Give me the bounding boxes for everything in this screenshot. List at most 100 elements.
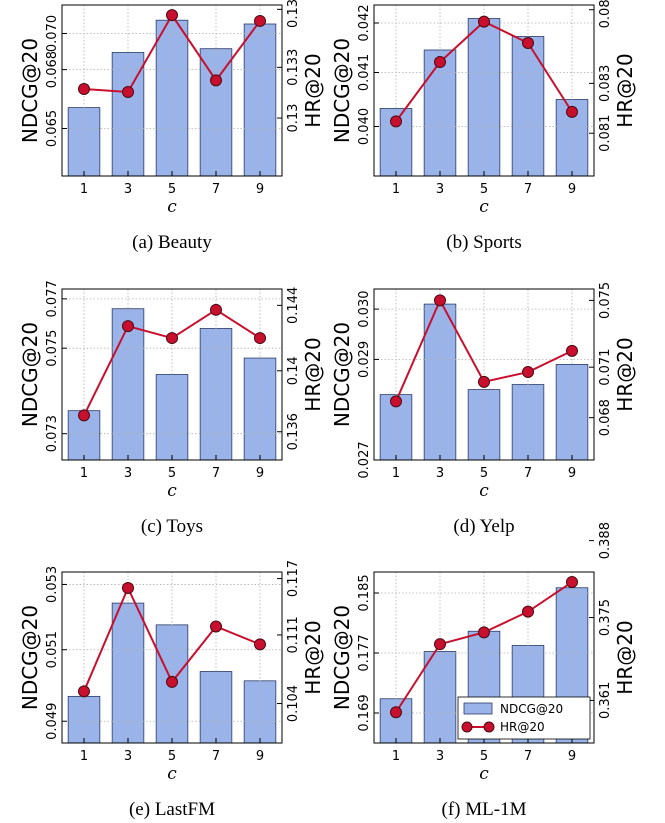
ylabel-right: HR@20 xyxy=(613,53,637,127)
subplot-6: 1 3 5 7 9 0.169 0.177 0.185 0.361 0.375 0.388 NDCG@… xyxy=(330,522,637,820)
xtick-label-5: 5 xyxy=(168,749,176,764)
hr-point-9 xyxy=(566,576,578,589)
ytick-left-label-0: 0.073 xyxy=(45,415,60,452)
hr-point-9 xyxy=(254,14,266,27)
xtick-label-1: 1 xyxy=(392,749,400,764)
ytick-right-label-2: 0.388 xyxy=(598,522,613,559)
ytick-right-label-1: 0.133 xyxy=(286,49,301,86)
xtick-label-3: 3 xyxy=(124,466,132,481)
ytick-right-label-1: 0.14 xyxy=(286,356,301,385)
xtick-label-3: 3 xyxy=(436,182,444,197)
xtick-label-5: 5 xyxy=(168,182,176,197)
ytick-left-label-1: 0.068 xyxy=(45,51,60,88)
ytick-left-label-0: 0.169 xyxy=(357,694,372,731)
ytick-left-label-2: 0.070 xyxy=(45,15,60,52)
ytick-left-label-0: 0.027 xyxy=(357,441,372,478)
legend-marker-hr-2 xyxy=(483,721,495,733)
ytick-left-label-1: 0.041 xyxy=(357,54,372,91)
bar-ndcg-3 xyxy=(111,602,145,744)
ylabel-right: HR@20 xyxy=(301,337,325,411)
legend-marker-hr-1 xyxy=(461,721,473,733)
ytick-left-label-2: 0.042 xyxy=(357,4,372,41)
hr-point-5 xyxy=(166,9,178,22)
legend: NDCG@20 HR@20 xyxy=(457,696,591,740)
ytick-left-label-2: 0.053 xyxy=(45,566,60,603)
ylabel-right: HR@20 xyxy=(613,620,637,694)
hr-point-3 xyxy=(122,581,134,594)
ytick-left-label-1: 0.029 xyxy=(357,341,372,378)
hr-point-5 xyxy=(478,375,490,388)
xtick-label-9: 9 xyxy=(568,182,576,197)
ytick-left-label-2: 0.185 xyxy=(357,574,372,611)
ytick-right-label-1: 0.083 xyxy=(598,65,613,102)
hr-point-7 xyxy=(210,74,222,87)
ylabel-left: NDCG@20 xyxy=(18,322,42,427)
hr-point-3 xyxy=(434,294,446,307)
hr-point-7 xyxy=(522,605,534,618)
bar-ndcg-3 xyxy=(423,49,457,177)
hr-point-7 xyxy=(522,366,534,379)
ytick-right-label-2: 0.086 xyxy=(598,0,613,28)
ytick-right-label-2: 0.137 xyxy=(286,0,301,28)
hr-point-9 xyxy=(566,344,578,357)
hr-point-5 xyxy=(166,332,178,345)
bar-ndcg-5 xyxy=(155,374,189,461)
xlabel: c xyxy=(479,764,489,784)
hr-point-7 xyxy=(522,37,534,49)
ytick-right-label-1: 0.071 xyxy=(598,349,613,386)
hr-point-1 xyxy=(78,409,90,422)
xtick-label-5: 5 xyxy=(168,466,176,481)
ytick-left-label-0: 0.040 xyxy=(357,108,372,145)
hr-point-1 xyxy=(390,115,402,128)
xtick-label-3: 3 xyxy=(124,749,132,764)
xlabel: c xyxy=(479,481,489,501)
xtick-label-7: 7 xyxy=(524,466,532,481)
hr-point-3 xyxy=(122,85,134,98)
xtick-label-7: 7 xyxy=(212,182,220,197)
subplot-caption: (a) Beauty xyxy=(132,232,212,253)
xtick-label-1: 1 xyxy=(80,182,88,197)
xtick-label-3: 3 xyxy=(124,182,132,197)
ytick-right-label-1: 0.111 xyxy=(286,616,301,653)
hr-point-1 xyxy=(78,83,90,96)
subplot-caption: (c) Toys xyxy=(141,516,203,537)
xlabel: c xyxy=(167,481,177,501)
ylabel-left: NDCG@20 xyxy=(18,38,42,143)
bar-ndcg-7 xyxy=(199,671,233,744)
legend-swatch-ndcg xyxy=(463,702,493,715)
hr-point-5 xyxy=(478,626,490,639)
xtick-label-1: 1 xyxy=(80,466,88,481)
ytick-right-label-0: 0.104 xyxy=(286,685,301,722)
xlabel: c xyxy=(167,764,177,784)
hr-point-7 xyxy=(210,303,222,316)
ytick-left-label-1: 0.051 xyxy=(45,631,60,668)
xtick-label-5: 5 xyxy=(480,182,488,197)
hr-point-9 xyxy=(254,638,266,651)
xtick-label-9: 9 xyxy=(256,182,264,197)
xtick-label-5: 5 xyxy=(480,749,488,764)
xtick-label-1: 1 xyxy=(392,182,400,197)
xtick-label-7: 7 xyxy=(212,749,220,764)
ylabel-left: NDCG@20 xyxy=(330,38,354,143)
ylabel-right: HR@20 xyxy=(301,620,325,694)
xtick-label-5: 5 xyxy=(480,466,488,481)
ytick-left-label-1: 0.075 xyxy=(45,330,60,367)
xtick-label-9: 9 xyxy=(256,749,264,764)
bar-ndcg-3 xyxy=(423,303,457,461)
ytick-right-label-0: 0.13 xyxy=(286,104,301,133)
ytick-left-label-2: 0.077 xyxy=(45,280,60,317)
subplot-4: 1 3 5 7 9 0.027 0.029 0.030 0.068 0.071 0.075 NDCG@… xyxy=(330,282,637,537)
subplot-5: 1 3 5 7 9 0.049 0.051 0.053 0.104 0.111 0.117 NDCG@… xyxy=(18,560,325,820)
hr-point-9 xyxy=(254,332,266,345)
ylabel-right: HR@20 xyxy=(301,53,325,127)
hr-point-3 xyxy=(434,56,446,68)
ytick-right-label-0: 0.068 xyxy=(598,399,613,436)
xtick-label-3: 3 xyxy=(436,466,444,481)
xtick-label-7: 7 xyxy=(212,466,220,481)
xtick-label-7: 7 xyxy=(524,749,532,764)
xlabel: c xyxy=(479,197,489,217)
ytick-right-label-0: 0.361 xyxy=(598,682,613,719)
bar-ndcg-3 xyxy=(423,651,457,744)
ylabel-left: NDCG@20 xyxy=(330,605,354,710)
